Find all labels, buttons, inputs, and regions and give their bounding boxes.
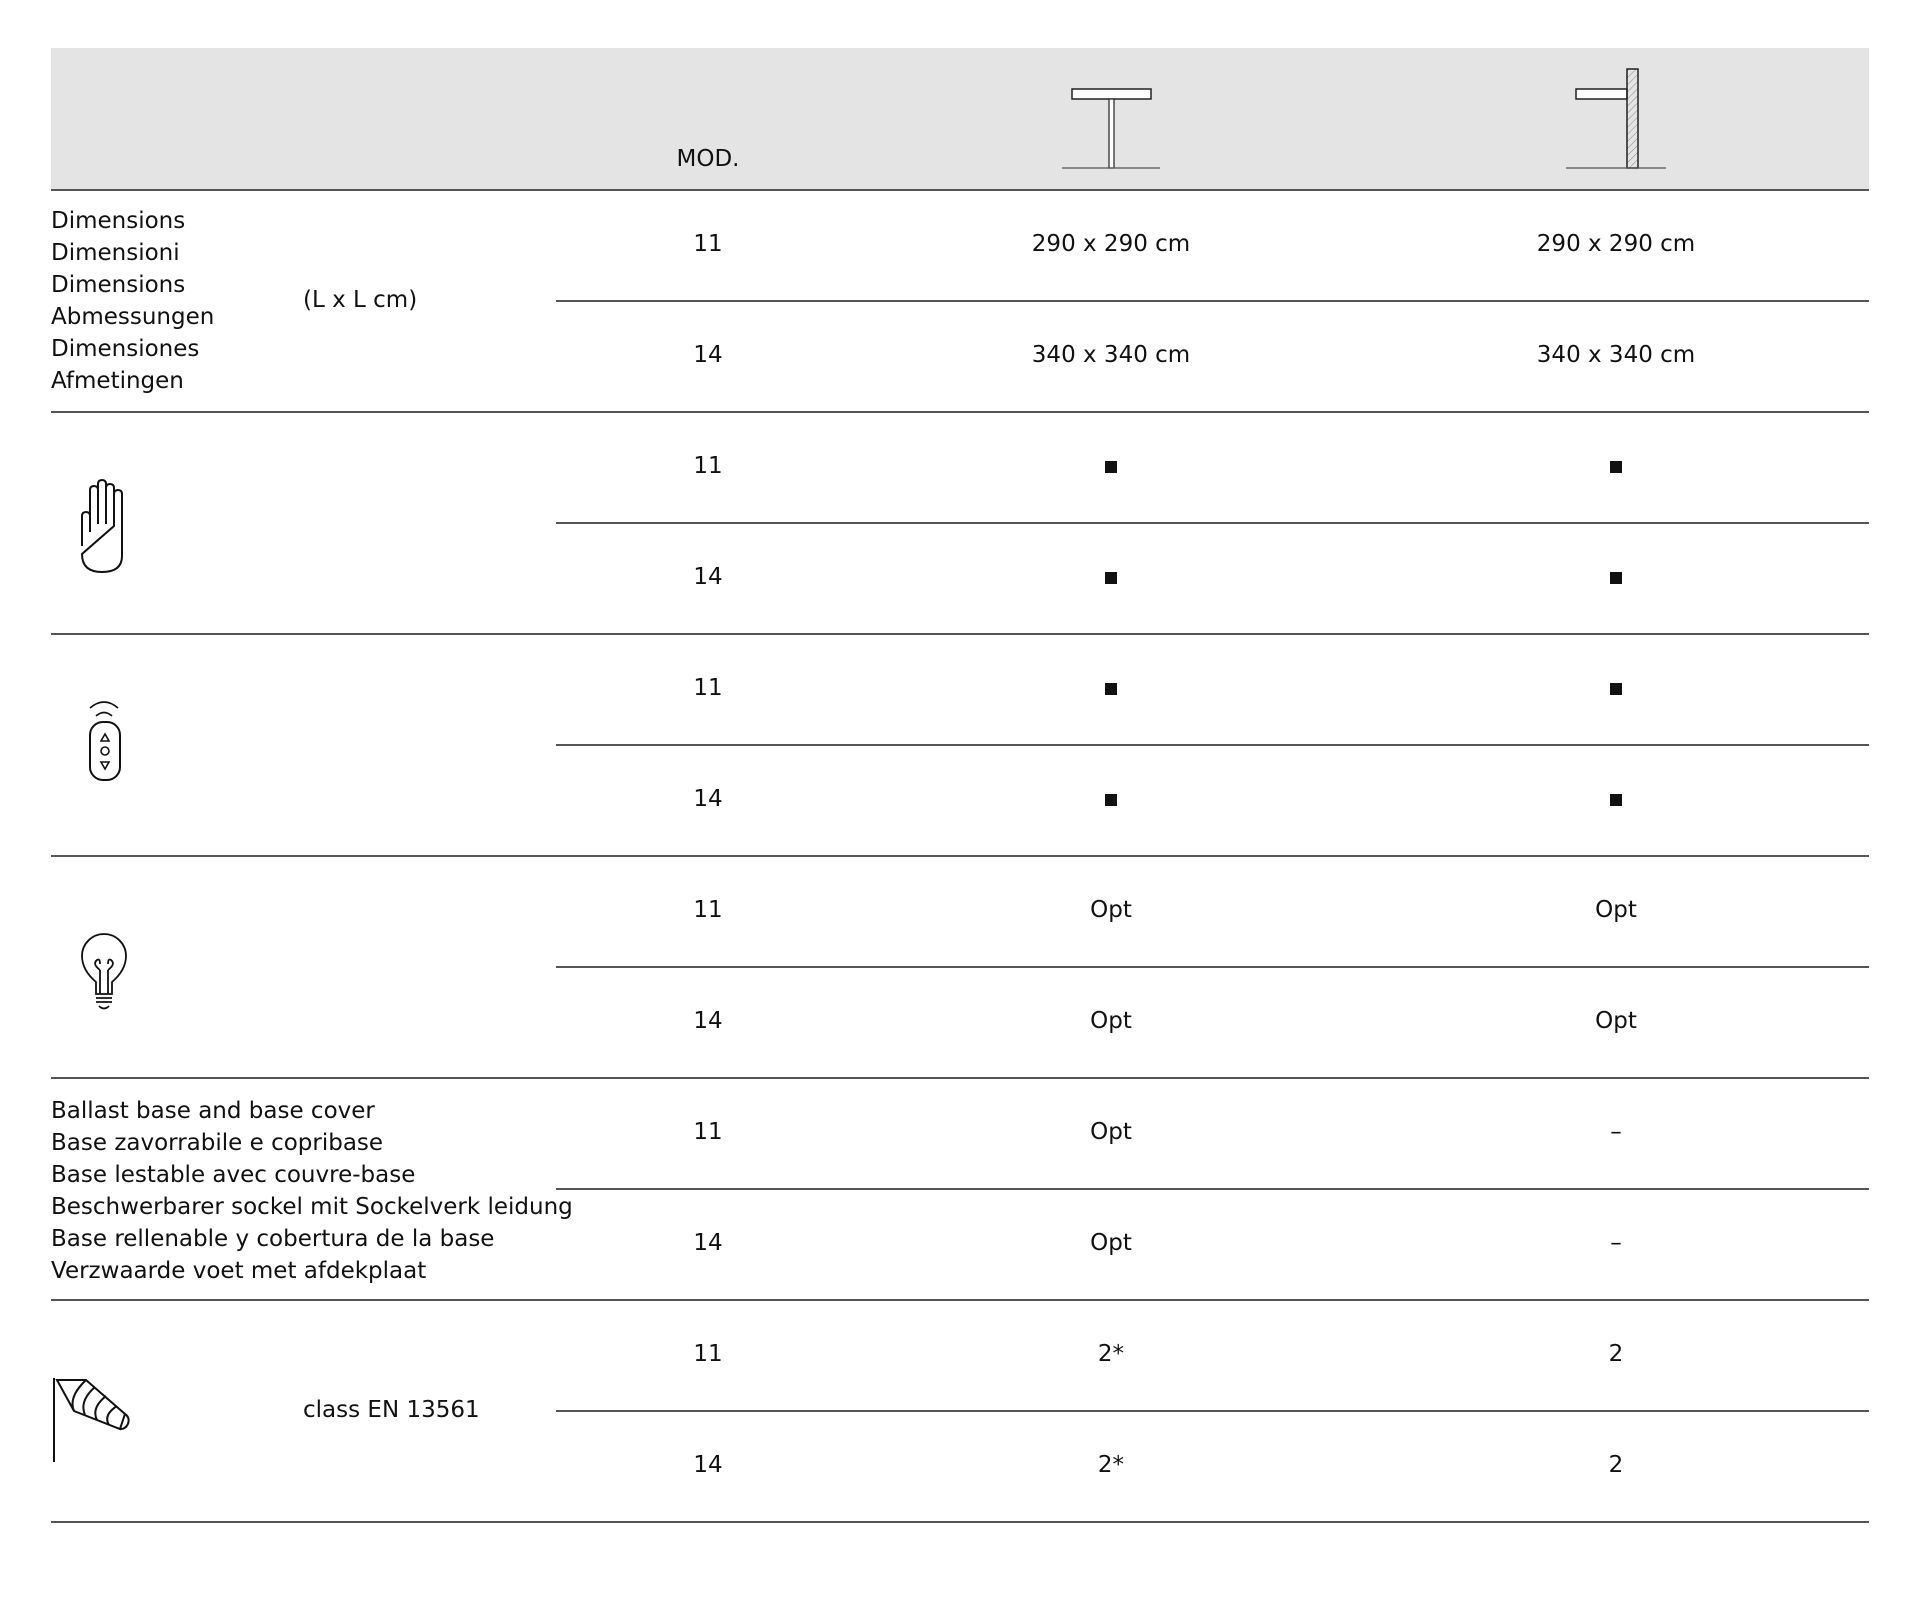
section-label-line: Dimensioni	[51, 240, 180, 266]
table-header	[51, 48, 1869, 191]
section-label-line: Dimensions	[51, 272, 186, 298]
value-cell: Opt	[1090, 897, 1132, 923]
included-marker	[961, 562, 1261, 592]
mod-cell: 11	[693, 675, 723, 701]
mod-cell: 14	[693, 342, 723, 368]
section-label-line: Dimensiones	[51, 336, 200, 362]
unit-label: (L x L cm)	[303, 287, 418, 313]
value-cell: Opt	[1595, 1008, 1637, 1034]
value-cell: –	[1610, 1119, 1622, 1145]
light-bulb-icon	[81, 933, 127, 1010]
included-marker	[961, 451, 1261, 481]
mod-cell: 11	[693, 231, 723, 257]
value-cell: Opt	[1090, 1230, 1132, 1256]
value-cell: 2	[1608, 1452, 1624, 1478]
unit-label: class EN 13561	[303, 1397, 480, 1423]
included-marker	[961, 784, 1261, 814]
row-divider	[556, 744, 1869, 746]
section-label-line: Base zavorrabile e copribase	[51, 1130, 384, 1156]
value-cell: 340 x 340 cm	[1536, 342, 1696, 368]
mod-cell: 11	[693, 1341, 723, 1367]
included-marker	[961, 673, 1261, 703]
row-divider	[556, 522, 1869, 524]
section-label-line: Base rellenable y cobertura de la base	[51, 1226, 495, 1252]
section-label-line: Dimensions	[51, 208, 186, 234]
section-label-line: Verzwaarde voet met afdekplaat	[51, 1258, 427, 1284]
value-cell: 340 x 340 cm	[1031, 342, 1191, 368]
value-cell: 290 x 290 cm	[1536, 231, 1696, 257]
mod-cell: 11	[693, 453, 723, 479]
hand-icon	[80, 478, 123, 574]
row-divider	[556, 1410, 1869, 1412]
value-cell: Opt	[1090, 1008, 1132, 1034]
wall-mounted-umbrella-icon	[1566, 68, 1666, 169]
mod-cell: 14	[693, 1452, 723, 1478]
row-divider	[556, 1188, 1869, 1190]
windsock-icon	[53, 1378, 130, 1462]
section-divider	[51, 1521, 1869, 1523]
section-divider	[51, 1299, 1869, 1301]
section-label-line: Afmetingen	[51, 368, 184, 394]
section-divider	[51, 411, 1869, 413]
center-pole-umbrella-icon	[1062, 88, 1160, 169]
value-cell: 290 x 290 cm	[1031, 231, 1191, 257]
section-label-line: Beschwerbarer sockel mit Sockelverk leid…	[51, 1194, 573, 1220]
value-cell: Opt	[1090, 1119, 1132, 1145]
mod-cell: 14	[693, 786, 723, 812]
mod-cell: 11	[693, 897, 723, 923]
section-divider	[51, 855, 1869, 857]
mod-header: MOD.	[676, 146, 740, 172]
value-cell: –	[1610, 1230, 1622, 1256]
included-marker	[1466, 451, 1766, 481]
section-divider	[51, 1077, 1869, 1079]
section-label-line: Abmessungen	[51, 304, 215, 330]
section-divider	[51, 633, 1869, 635]
row-divider	[556, 300, 1869, 302]
section-label-line: Ballast base and base cover	[51, 1098, 375, 1124]
section-label-line: Base lestable avec couvre-base	[51, 1162, 416, 1188]
mod-cell: 14	[693, 1008, 723, 1034]
mod-cell: 11	[693, 1119, 723, 1145]
mod-cell: 14	[693, 1230, 723, 1256]
value-cell: 2	[1608, 1341, 1624, 1367]
value-cell: Opt	[1595, 897, 1637, 923]
included-marker	[1466, 673, 1766, 703]
value-cell: 2*	[1097, 1341, 1125, 1367]
included-marker	[1466, 562, 1766, 592]
mod-cell: 14	[693, 564, 723, 590]
row-divider	[556, 966, 1869, 968]
included-marker	[1466, 784, 1766, 814]
remote-control-icon	[89, 701, 121, 781]
value-cell: 2*	[1097, 1452, 1125, 1478]
